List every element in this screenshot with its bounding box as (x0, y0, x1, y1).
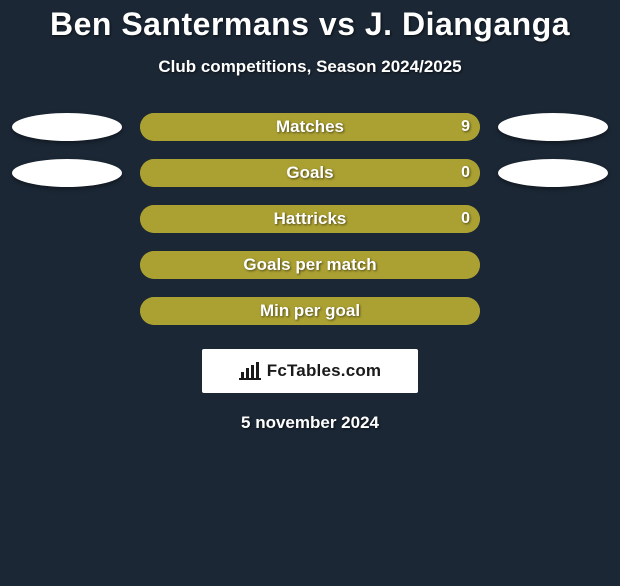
stat-row: Min per goal (8, 297, 612, 325)
stat-bar: Min per goal (140, 297, 480, 325)
player-right-marker (498, 159, 608, 187)
stat-bar-left (140, 297, 310, 325)
stat-bar-left (140, 205, 310, 233)
player-left-marker (12, 159, 122, 187)
stat-bar-right (154, 113, 480, 141)
player-left-marker (12, 113, 122, 141)
stat-rows: Matches9 Goals0 Hattricks0 Goals per match M… (8, 113, 612, 325)
stat-bar: Hattricks0 (140, 205, 480, 233)
stat-bar-left (140, 113, 154, 141)
bar-chart-icon (239, 362, 261, 380)
date-line: 5 november 2024 (8, 413, 612, 433)
stat-row: Goals0 (8, 159, 612, 187)
stat-bar-left (140, 251, 310, 279)
page-title: Ben Santermans vs J. Dianganga (8, 6, 612, 43)
page-subtitle: Club competitions, Season 2024/2025 (8, 57, 612, 77)
stat-row: Hattricks0 (8, 205, 612, 233)
comparison-panel: Ben Santermans vs J. Dianganga Club comp… (0, 6, 620, 433)
stat-bar-right (310, 297, 480, 325)
brand-text: FcTables.com (267, 361, 382, 381)
stat-row: Goals per match (8, 251, 612, 279)
stat-row: Matches9 (8, 113, 612, 141)
stat-bar-left (140, 159, 310, 187)
stat-bar: Goals0 (140, 159, 480, 187)
player-right-marker (498, 113, 608, 141)
stat-value-right: 0 (461, 210, 470, 228)
stat-bar-right (310, 251, 480, 279)
stat-value-right: 9 (461, 118, 470, 136)
stat-bar: Matches9 (140, 113, 480, 141)
stat-bar-right (310, 159, 480, 187)
stat-bar-right (310, 205, 480, 233)
brand-badge: FcTables.com (202, 349, 418, 393)
stat-value-right: 0 (461, 164, 470, 182)
stat-bar: Goals per match (140, 251, 480, 279)
